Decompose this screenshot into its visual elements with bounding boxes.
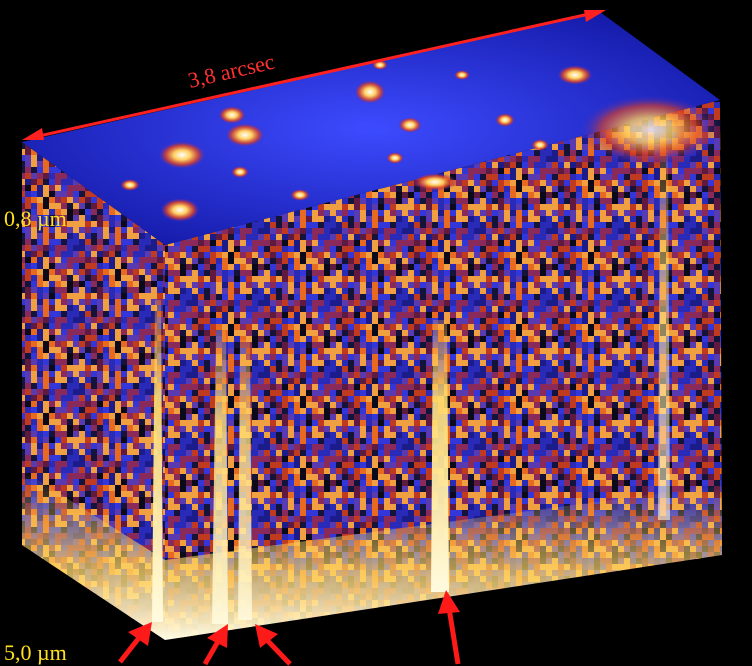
lower-wavelength-label: 5,0 µm (4, 640, 67, 665)
page: 3,8 arcsec 0,8 µm 5,0 µm (() => { const … (0, 0, 752, 666)
emission-line (658, 150, 670, 520)
emission-line (431, 320, 449, 592)
data-cube-view: 3,8 arcsec 0,8 µm 5,0 µm (0, 0, 752, 666)
emission-line (238, 340, 252, 620)
upper-wavelength-label: 0,8 µm (4, 206, 67, 231)
